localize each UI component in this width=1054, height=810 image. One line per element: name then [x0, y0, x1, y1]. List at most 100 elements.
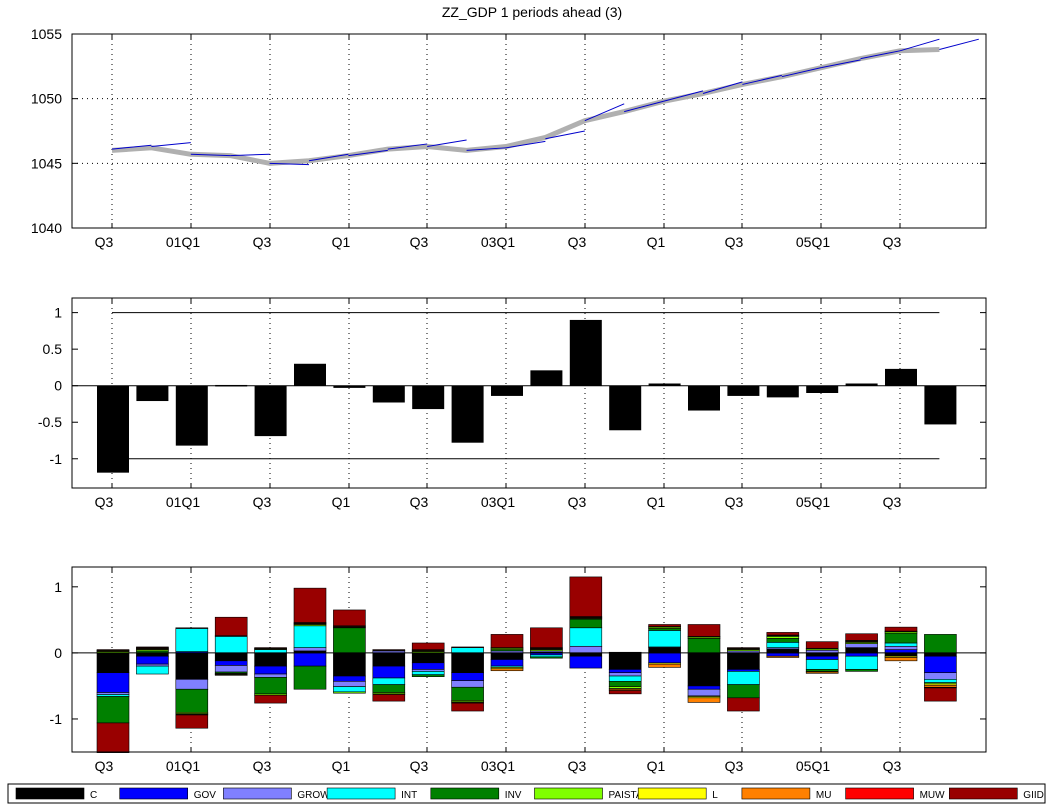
- stacked-segment-gov: [411, 662, 445, 670]
- forecast-segment: [111, 144, 152, 150]
- stacked-segment-muw: [175, 627, 209, 629]
- y-tick-label: 1: [54, 305, 62, 321]
- x-tick-label: Q3: [883, 234, 902, 250]
- x-tick-label: Q3: [725, 234, 744, 250]
- stacked-segment-inv: [175, 688, 209, 713]
- x-tick-label: Q3: [95, 234, 114, 250]
- x-tick-label: 05Q1: [796, 234, 830, 250]
- legend-swatch-l: [637, 787, 707, 800]
- stacked-segment-giid: [530, 627, 563, 648]
- stacked-segment-c: [254, 652, 287, 667]
- stacked-segment-c: [372, 652, 406, 667]
- bar: [294, 363, 326, 386]
- forecast-segment: [742, 74, 782, 85]
- bar: [412, 385, 445, 410]
- legend-label-giid: GIID: [1023, 790, 1044, 801]
- stacked-segment-muw: [96, 649, 130, 651]
- legend-swatch-inv: [430, 787, 500, 800]
- stacked-segment-growth: [608, 672, 642, 677]
- stacked-segment-mu: [648, 663, 681, 668]
- x-tick-label: Q1: [332, 758, 351, 774]
- y-tick-label: 1050: [31, 91, 62, 107]
- y-tick-label: -1: [50, 711, 63, 727]
- legend-label-paistar: PAISTAR: [609, 790, 650, 801]
- stacked-segment-muw: [727, 647, 760, 649]
- bar: [648, 383, 681, 386]
- stacked-segment-growth: [293, 647, 327, 652]
- legend-swatch-int: [326, 787, 396, 800]
- stacked-segment-growth: [924, 672, 957, 680]
- stacked-segment-mu: [687, 697, 721, 703]
- forecast-segment: [624, 100, 664, 113]
- forecast-segment: [899, 38, 940, 52]
- stacked-segment-giid: [175, 714, 209, 729]
- stacked-segment-inv: [372, 684, 406, 693]
- x-tick-label: Q3: [253, 234, 272, 250]
- x-tick-label: Q3: [410, 494, 429, 510]
- legend-swatch-mu: [741, 787, 811, 800]
- bar: [333, 385, 366, 388]
- forecast-error-bar-panel: -1 -0.5 0 0.5 1 Q3 01Q1 Q3 Q1 Q3 03Q1 Q3 Q1 Q3 05Q1 Q3: [38, 297, 987, 510]
- bar: [254, 385, 287, 437]
- stacked-segment-int: [569, 627, 603, 647]
- stacked-segment-mu: [805, 671, 839, 674]
- x-tick-label: Q3: [725, 494, 744, 510]
- forecast-segment: [702, 81, 743, 94]
- legend-swatch-giid: [948, 787, 1018, 800]
- stacked-segment-c: [214, 652, 248, 662]
- x-tick-label: Q3: [410, 758, 429, 774]
- x-tick-label: 03Q1: [481, 234, 515, 250]
- legend-swatch-growth: [223, 787, 292, 800]
- stacked-segment-giid: [96, 722, 130, 753]
- stacked-segment-inv: [293, 665, 327, 690]
- bar: [766, 385, 799, 398]
- forecast-segment: [348, 149, 388, 157]
- stacked-segment-int: [608, 675, 642, 682]
- x-tick-label: Q3: [725, 758, 744, 774]
- legend: C GOV GROWTH INT INV PAISTAR L MU MUW GIID: [7, 783, 1046, 804]
- x-tick-label: 01Q1: [166, 234, 200, 250]
- bar: [451, 385, 484, 443]
- bar: [530, 370, 563, 386]
- legend-swatch-gov: [119, 787, 188, 800]
- y-tick-label: 1055: [31, 26, 62, 42]
- stacked-segment-giid: [136, 646, 169, 648]
- stacked-segment-int: [175, 628, 209, 652]
- y-tick-label: 0: [54, 378, 62, 394]
- forecast-segment: [505, 140, 546, 149]
- stacked-segment-giid: [214, 616, 248, 637]
- forecast-segment: [663, 90, 704, 102]
- stacked-segment-int: [411, 671, 445, 675]
- x-tick-label: 05Q1: [796, 494, 830, 510]
- forecast-segment: [545, 130, 585, 140]
- stacked-segment-c: [411, 652, 445, 664]
- forecast-segment: [230, 153, 270, 157]
- legend-label-muw: MUW: [920, 790, 946, 801]
- stacked-segment-gov: [333, 675, 366, 682]
- stacked-segment-growth: [333, 681, 366, 687]
- stacked-segment-giid: [884, 626, 918, 632]
- forecast-segment: [308, 153, 349, 162]
- stacked-segment-inv: [766, 638, 800, 643]
- stacked-segment-c: [608, 652, 642, 670]
- stacked-segment-inv: [884, 632, 918, 644]
- stacked-segment-muw: [372, 649, 406, 651]
- stacked-segment-growth: [687, 688, 721, 697]
- stacked-segment-int: [372, 677, 406, 685]
- stacked-segment-giid: [608, 690, 642, 695]
- stacked-segment-inv: [608, 681, 642, 687]
- bar: [372, 385, 405, 403]
- stacked-segment-c: [845, 647, 878, 654]
- bar: [97, 385, 129, 473]
- x-tick-label: Q3: [95, 758, 114, 774]
- plot-frame: [71, 297, 987, 489]
- stacked-segment-giid: [845, 633, 878, 641]
- y-tick-label: 0.5: [43, 341, 63, 357]
- x-tick-label: Q3: [253, 494, 272, 510]
- chart-title: ZZ_GDP 1 periods ahead (3): [442, 4, 622, 20]
- y-tick-label: 1045: [31, 155, 62, 171]
- stacked-segment-int: [293, 625, 327, 648]
- legend-swatch-paistar: [534, 787, 603, 800]
- legend-label-l: L: [712, 790, 718, 801]
- stacked-segment-c: [96, 652, 130, 674]
